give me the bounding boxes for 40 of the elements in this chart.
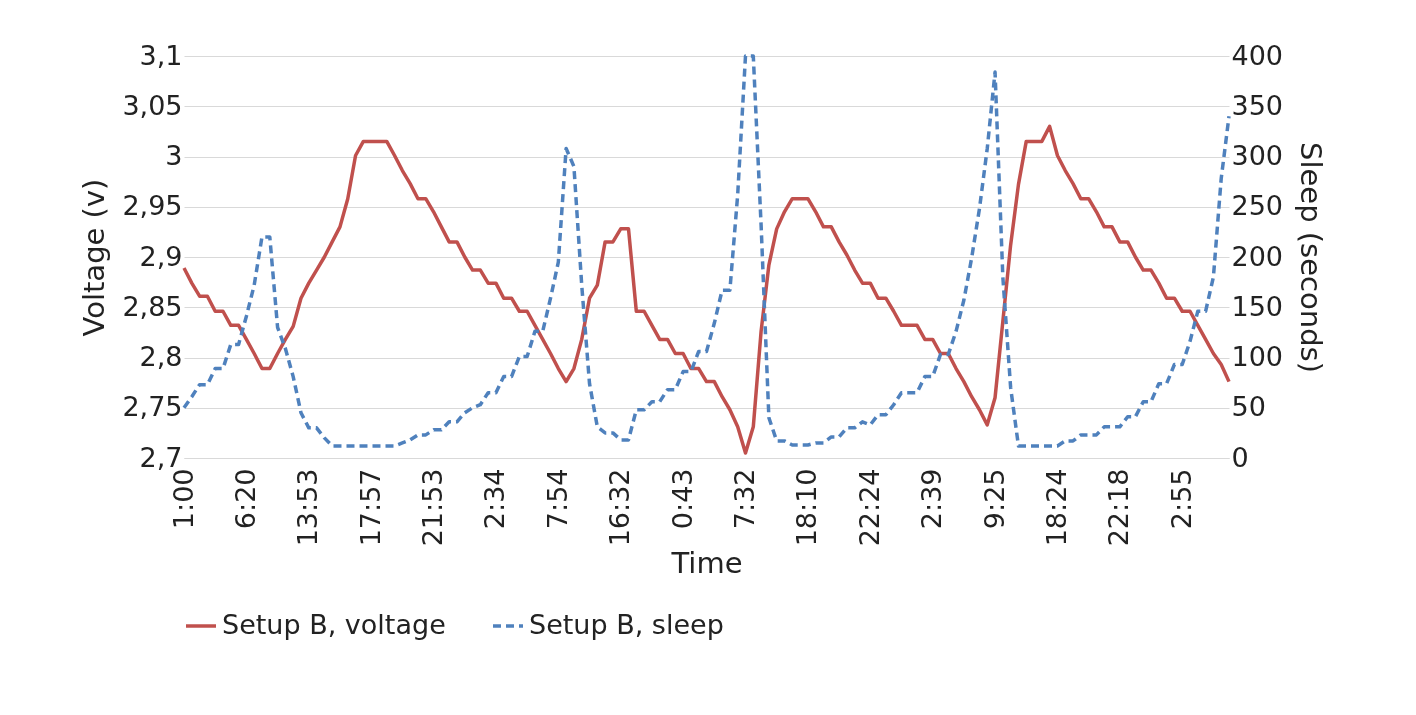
- x-tick-label: 9:25: [978, 468, 1010, 530]
- y-axis-title: Voltage (v): [77, 178, 112, 337]
- y-tick-label: 2,85: [122, 290, 183, 322]
- y-tick-label: 2,9: [139, 240, 183, 272]
- legend-label: Setup B, sleep: [529, 609, 724, 640]
- y2-axis-title: Sleep (seconds): [1294, 142, 1329, 373]
- x-tick-label: 21:53: [417, 468, 449, 547]
- y-tick-label: 2,8: [139, 341, 183, 372]
- x-axis-title: Time: [670, 546, 743, 581]
- x-tick-label: 17:57: [354, 468, 386, 547]
- line-series: [182, 124, 1231, 455]
- x-tick-label: 22:18: [1103, 468, 1135, 547]
- y2-tick-label: 400: [1231, 39, 1284, 71]
- x-tick-label: 13:53: [292, 468, 324, 547]
- x-tick-label: 2:55: [1165, 468, 1197, 530]
- y2-tick-label: 0: [1231, 441, 1249, 473]
- legend-label: Setup B, voltage: [222, 609, 446, 640]
- x-tick-label: 2:34: [479, 468, 511, 530]
- y-tick-label: 3: [165, 140, 183, 171]
- x-tick-label: 2:39: [916, 468, 948, 530]
- y2-tick-label: 50: [1231, 391, 1266, 423]
- y2-tick-label: 200: [1231, 240, 1284, 272]
- x-tick-label: 7:32: [728, 468, 760, 530]
- y2-tick-label: 250: [1231, 190, 1284, 222]
- x-tick-label: 18:10: [791, 468, 823, 547]
- y-tick-label: 3,05: [122, 89, 183, 121]
- y2-tick-label: 300: [1231, 140, 1284, 171]
- line-series: [182, 54, 1231, 448]
- x-tick-label: 18:24: [1040, 468, 1072, 547]
- x-tick-label: 22:24: [853, 468, 885, 547]
- x-tick-label: 6:20: [229, 468, 261, 530]
- x-tick-label: 7:54: [541, 468, 573, 530]
- x-tick-label: 0:43: [666, 468, 698, 530]
- y-tick-label: 2,95: [122, 190, 183, 222]
- y-tick-label: 2,75: [122, 391, 183, 423]
- y2-tick-label: 350: [1231, 89, 1284, 121]
- y-tick-label: 3,1: [139, 39, 183, 71]
- y2-tick-label: 150: [1231, 290, 1284, 322]
- x-tick-label: 16:32: [604, 468, 636, 547]
- y2-tick-label: 100: [1231, 341, 1284, 372]
